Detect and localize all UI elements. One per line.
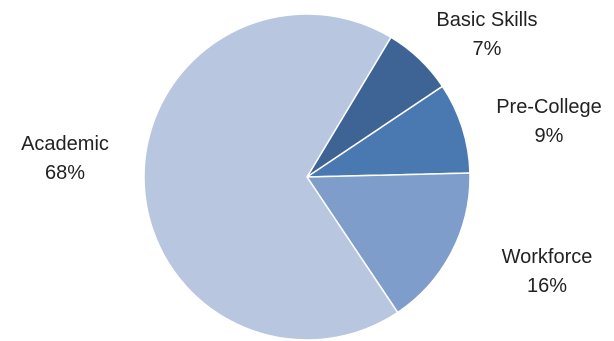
pie-slice-academic: [143, 13, 399, 341]
slice-label-pre-college: Pre-College 9%: [496, 96, 602, 147]
pie-labels: Basic Skills 7% Pre-College 9% Workforce 16% A…: [21, 9, 602, 297]
pie-slice-workforce: [305, 172, 471, 314]
slice-label-workforce: Workforce 16%: [502, 246, 593, 297]
slice-label-basic-skills: Basic Skills 7%: [436, 9, 537, 60]
pie-slices: [143, 13, 471, 341]
pie-slice-pre-college: [304, 85, 471, 178]
slice-label-academic: Academic 68%: [21, 133, 109, 184]
